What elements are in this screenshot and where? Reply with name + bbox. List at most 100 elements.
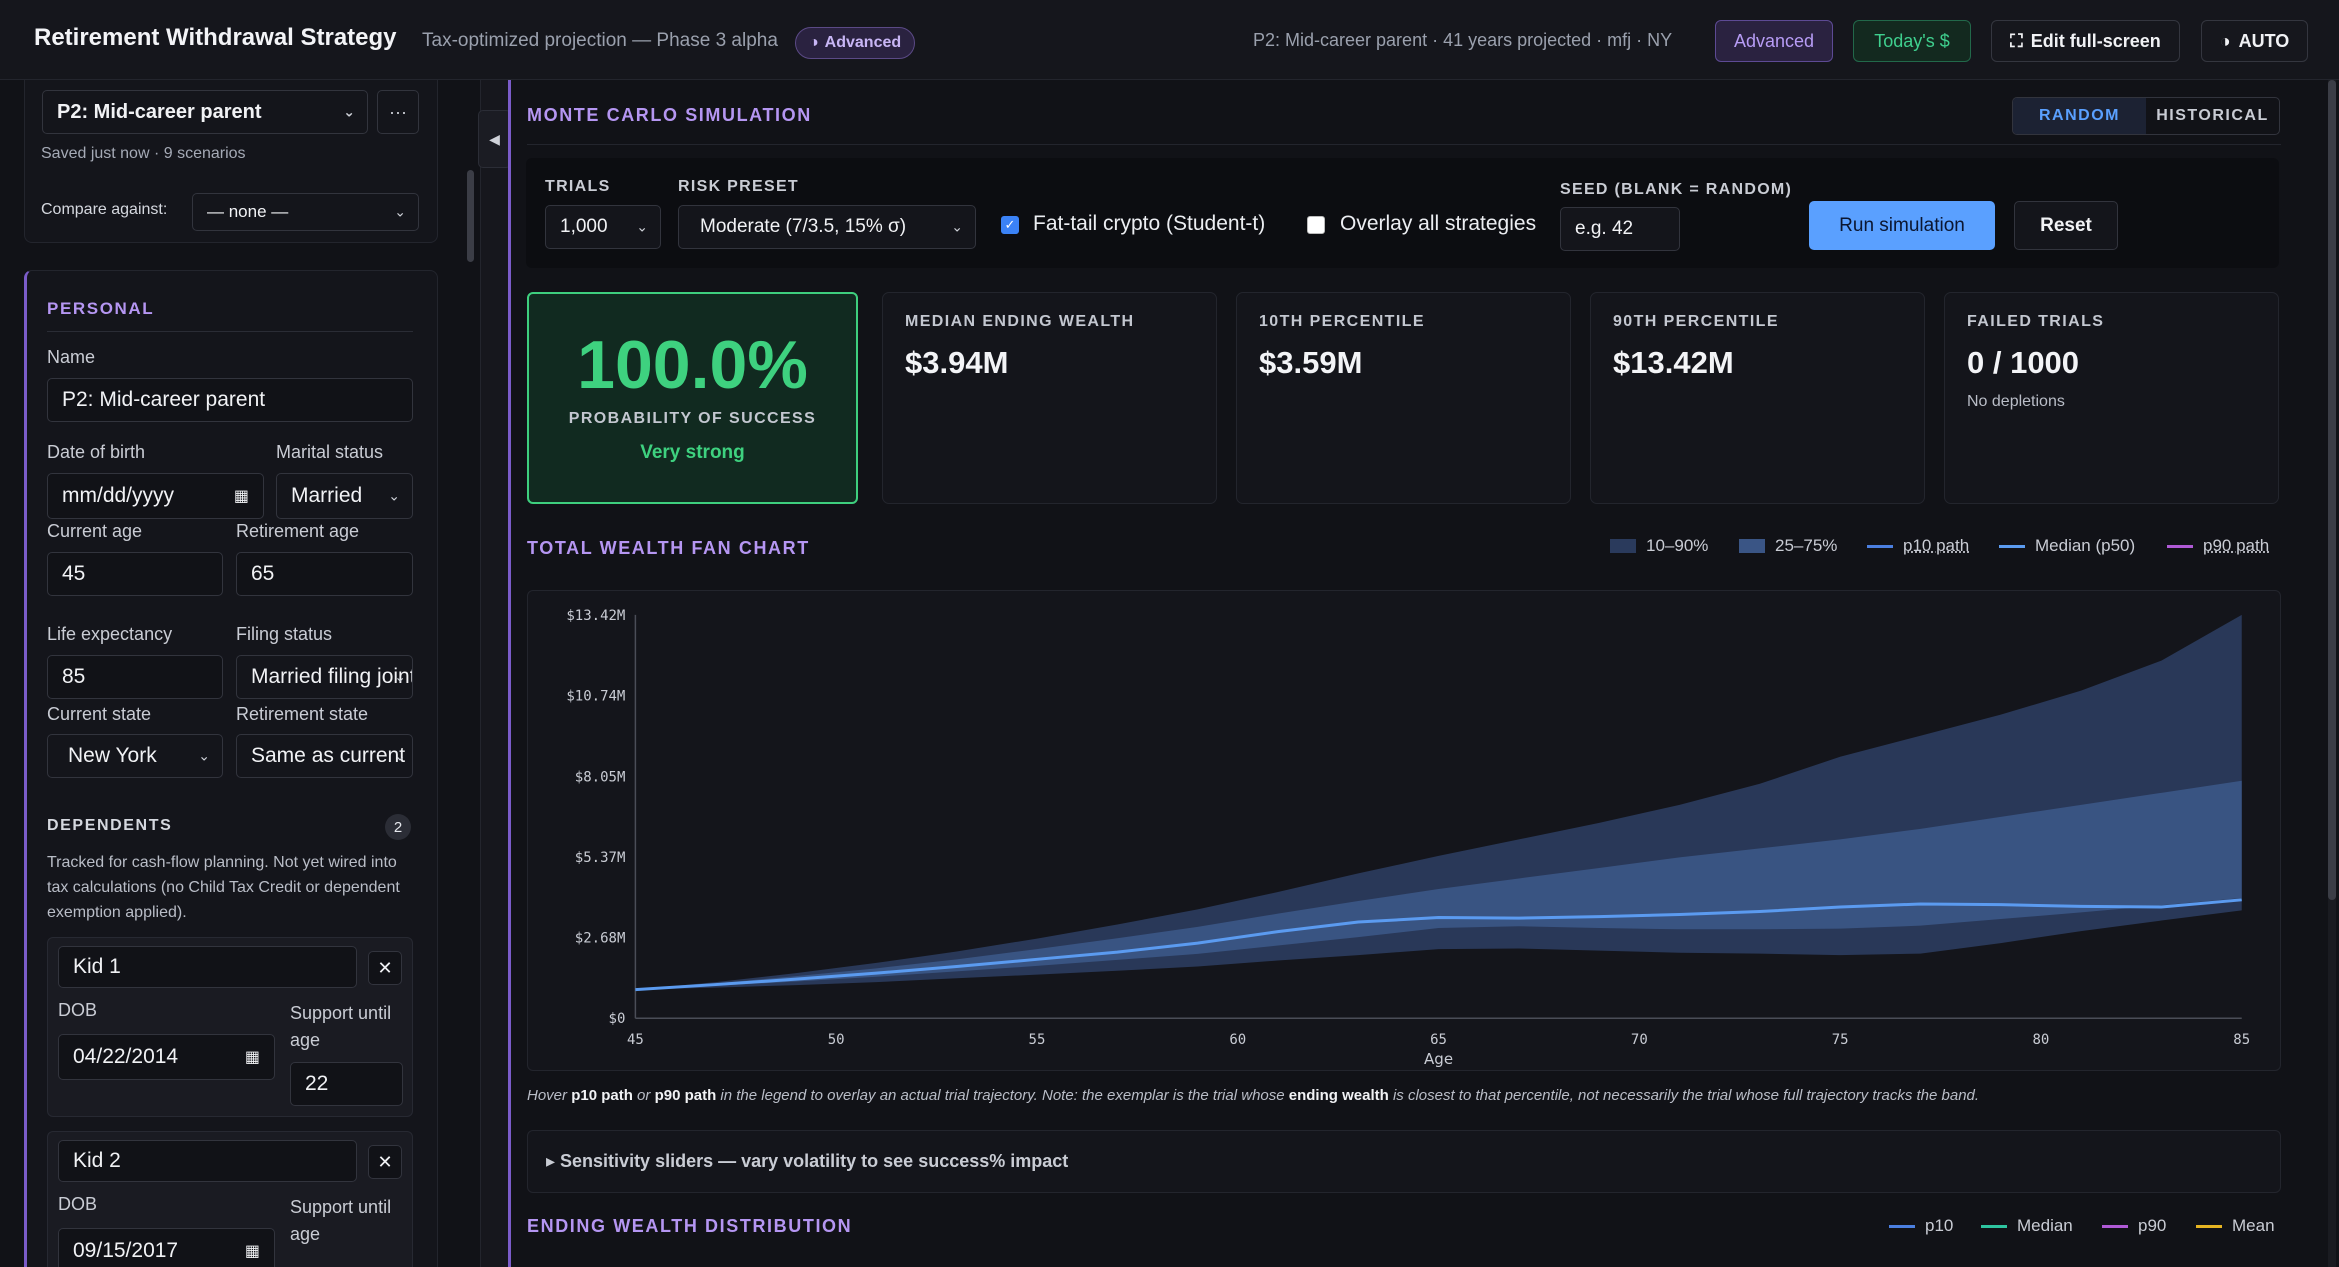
- current-state-label: Current state: [47, 704, 152, 724]
- name-input[interactable]: P2: Mid-career parent: [47, 378, 413, 422]
- reset-button[interactable]: Reset: [2014, 201, 2118, 250]
- current-age-input[interactable]: 45: [47, 552, 223, 596]
- x-tick-label: 50: [828, 1032, 845, 1048]
- filing-status-label: Filing status: [236, 624, 333, 644]
- legend-p10-path[interactable]: p10 path: [1867, 536, 1969, 556]
- dependent-card: Kid 2 ✕ DOB Support until age 09/15/2017…: [47, 1131, 413, 1267]
- fan-chart-hint: Hover p10 path or p90 path in the legend…: [527, 1087, 1980, 1104]
- dependent-name-input[interactable]: Kid 2: [58, 1140, 357, 1182]
- dist-legend-median[interactable]: Median: [1981, 1216, 2073, 1236]
- median-line: [635, 898, 2242, 992]
- chevron-down-icon: ⌄: [343, 103, 355, 120]
- scenario-meta: P2: Mid-career parent · 41 years project…: [1253, 30, 1673, 50]
- risk-preset-select[interactable]: Moderate (7/3.5, 15% σ) ⌄: [678, 205, 976, 249]
- support-until-input[interactable]: 22: [290, 1062, 403, 1106]
- legend-swatch: [2102, 1224, 2128, 1228]
- theme-auto-button[interactable]: ◑ AUTO: [2201, 20, 2308, 62]
- stat-value: $3.59M: [1259, 345, 1363, 380]
- personal-heading: PERSONAL: [47, 299, 155, 318]
- marital-label: Marital status: [276, 442, 384, 462]
- x-tick-label: 60: [1229, 1032, 1246, 1048]
- top-bar: Retirement Withdrawal Strategy Tax-optim…: [0, 0, 2339, 80]
- divider: [527, 144, 2281, 145]
- legend-median[interactable]: Median (p50): [1999, 536, 2135, 556]
- dist-legend-p10[interactable]: p10: [1889, 1216, 1953, 1236]
- compare-select[interactable]: — none — ⌄: [192, 193, 419, 231]
- support-until-label: Support until age: [290, 1197, 392, 1244]
- toggle-random[interactable]: RANDOM: [2013, 98, 2146, 134]
- dob-input[interactable]: mm/dd/yyyy ▦: [47, 473, 264, 519]
- trials-select[interactable]: 1,000 ⌄: [545, 205, 661, 249]
- band-10-90: [635, 614, 2242, 990]
- mode-pill: ◑ Advanced: [795, 27, 916, 59]
- support-until-label: Support until age: [290, 1003, 392, 1050]
- dist-legend-p90[interactable]: p90: [2102, 1216, 2166, 1236]
- legend-swatch: [1889, 1224, 1915, 1228]
- retirement-state-select[interactable]: Same as current ⌄: [236, 734, 413, 778]
- overlay-strategies-checkbox[interactable]: [1307, 216, 1325, 234]
- advanced-button[interactable]: Advanced: [1715, 20, 1833, 62]
- y-tick-label: $10.74M: [566, 688, 625, 704]
- overlay-strategies-label: Overlay all strategies: [1340, 212, 1537, 235]
- seed-input[interactable]: e.g. 42: [1560, 207, 1680, 251]
- current-state-select[interactable]: New York ⌄: [47, 734, 223, 778]
- legend-swatch: [2196, 1224, 2222, 1228]
- distribution-title: ENDING WEALTH DISTRIBUTION: [527, 1216, 853, 1236]
- success-label: PROBABILITY OF SUCCESS: [568, 410, 817, 427]
- dependent-dob-input[interactable]: 04/22/2014 ▦: [58, 1034, 275, 1080]
- legend-swatch: [1610, 539, 1636, 553]
- sidebar-scrollbar[interactable]: [467, 170, 474, 262]
- contrast-icon: ◑: [809, 34, 819, 51]
- legend-band-outer[interactable]: 10–90%: [1610, 536, 1708, 556]
- dependent-name-input[interactable]: Kid 1: [58, 946, 357, 988]
- remove-dependent-button[interactable]: ✕: [368, 951, 402, 985]
- y-tick-label: $8.05M: [575, 769, 626, 785]
- trials-label: TRIALS: [545, 178, 611, 195]
- life-expectancy-input[interactable]: 85: [47, 655, 223, 699]
- chevron-down-icon: ⌄: [388, 487, 400, 504]
- retirement-age-input[interactable]: 65: [236, 552, 413, 596]
- collapse-strip: [480, 80, 510, 1267]
- edit-fullscreen-button[interactable]: ⛶ Edit full-screen: [1991, 20, 2180, 62]
- failed-trials-card: FAILED TRIALS 0 / 1000 No depletions: [1944, 292, 2279, 504]
- legend-band-inner[interactable]: 25–75%: [1739, 536, 1837, 556]
- scenario-select[interactable]: P2: Mid-career parent ⌄: [42, 90, 368, 134]
- fat-tail-checkbox[interactable]: ✓: [1001, 216, 1019, 234]
- main-scrollbar[interactable]: [2328, 80, 2336, 1267]
- band-25-75: [635, 780, 2242, 990]
- risk-preset-label: RISK PRESET: [678, 178, 799, 195]
- legend-p90-path[interactable]: p90 path: [2167, 536, 2269, 556]
- p90-card: 90TH PERCENTILE $13.42M: [1590, 292, 1925, 504]
- filing-status-select[interactable]: Married filing jointly ⌄: [236, 655, 413, 699]
- run-simulation-button[interactable]: Run simulation: [1809, 201, 1995, 250]
- chevron-down-icon: ⌄: [394, 747, 406, 764]
- scrollbar-thumb[interactable]: [2328, 80, 2336, 900]
- median-wealth-card: MEDIAN ENDING WEALTH $3.94M: [882, 292, 1217, 504]
- sensitivity-sliders-toggle[interactable]: ▸ Sensitivity sliders — vary volatility …: [527, 1130, 2281, 1193]
- x-tick-label: 75: [1832, 1032, 1849, 1048]
- triangle-left-icon: ◀: [489, 130, 500, 147]
- x-tick-label: 85: [2233, 1032, 2250, 1048]
- todays-dollars-button[interactable]: Today's $: [1853, 20, 1971, 62]
- remove-dependent-button[interactable]: ✕: [368, 1145, 402, 1179]
- fan-chart: $0 $2.68M $5.37M $8.05M $10.74M $13.42M 45 50 55…: [527, 590, 2281, 1071]
- legend-swatch: [1999, 544, 2025, 548]
- chevron-down-icon: ⌄: [394, 203, 406, 220]
- success-percentage: 100.0%: [577, 327, 808, 403]
- toggle-historical[interactable]: HISTORICAL: [2156, 107, 2269, 124]
- stat-label: 90TH PERCENTILE: [1613, 313, 1779, 330]
- collapse-sidebar-button[interactable]: ◀: [478, 110, 511, 168]
- stat-label: MEDIAN ENDING WEALTH: [905, 313, 1135, 330]
- x-tick-label: 55: [1029, 1032, 1046, 1048]
- retirement-state-label: Retirement state: [236, 704, 369, 724]
- success-rating: Very strong: [640, 442, 745, 463]
- stat-value: $13.42M: [1613, 345, 1734, 380]
- stat-subtext: No depletions: [1967, 393, 2065, 410]
- fan-chart-svg: $0 $2.68M $5.37M $8.05M $10.74M $13.42M 45 50 55…: [566, 608, 2250, 1068]
- marital-select[interactable]: Married ⌄: [276, 473, 413, 519]
- dependent-card: Kid 1 ✕ DOB Support until age 04/22/2014…: [47, 937, 413, 1117]
- dist-legend-mean[interactable]: Mean: [2196, 1216, 2275, 1236]
- scenario-more-button[interactable]: ···: [377, 90, 419, 134]
- x-tick-label: 80: [2033, 1032, 2050, 1048]
- dependent-dob-input[interactable]: 09/15/2017 ▦: [58, 1228, 275, 1267]
